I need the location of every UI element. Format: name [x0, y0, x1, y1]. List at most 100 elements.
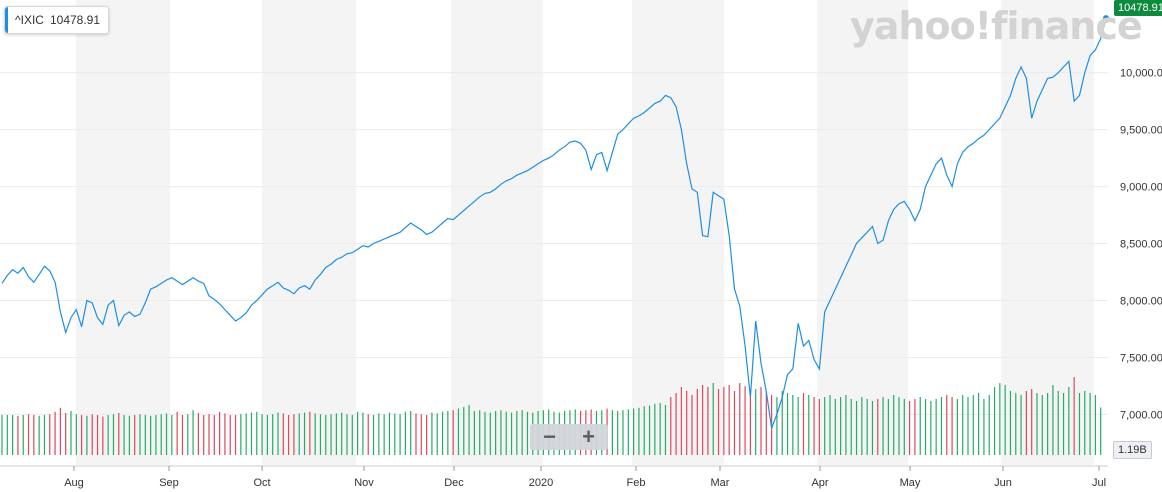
volume-bar	[399, 414, 401, 455]
price-line	[1, 17, 1107, 431]
volume-bar	[993, 387, 996, 455]
volume-bar	[86, 415, 88, 455]
volume-bar	[378, 413, 380, 455]
volume-bar	[712, 383, 714, 455]
volume-bar	[659, 403, 661, 455]
y-tick-label: 7,500.00	[1120, 352, 1162, 364]
volume-bar	[728, 385, 730, 455]
volume-bar	[1041, 395, 1043, 455]
volume-bar	[495, 411, 497, 455]
volume-bar	[717, 389, 720, 455]
volume-bar	[6, 415, 8, 455]
volume-bar	[415, 413, 417, 455]
volume-bar	[128, 415, 130, 455]
volume-bar	[309, 411, 311, 455]
volume-bar	[786, 393, 789, 455]
x-tick-label: Sep	[159, 477, 179, 489]
volume-bar	[877, 399, 879, 455]
x-tick-label: Nov	[354, 477, 374, 489]
zoom-in-button[interactable]: +	[582, 424, 595, 449]
volume-bar	[65, 413, 67, 455]
volume-bar	[410, 411, 412, 455]
zoom-out-button[interactable]: −	[543, 424, 556, 449]
volume-bar	[723, 387, 725, 455]
volume-bar	[776, 397, 778, 455]
volume-bar	[962, 395, 964, 455]
x-tick-label: Apr	[811, 477, 828, 489]
volume-bar	[468, 405, 470, 455]
volume-bar	[781, 391, 783, 455]
volume-bar	[234, 415, 237, 455]
last-price-tag: 10478.91	[1114, 0, 1162, 16]
volume-bar	[383, 414, 385, 455]
volume-bar	[351, 415, 353, 455]
y-tick-label: 9,000.00	[1120, 182, 1162, 194]
volume-bar	[102, 416, 104, 455]
volume-bar	[150, 415, 152, 455]
volume-bar	[43, 415, 46, 455]
volume-bar	[946, 395, 948, 455]
volume-bar	[617, 411, 619, 455]
volume-bar	[808, 395, 810, 455]
x-tick-label: 2020	[529, 477, 553, 489]
volume-bar	[219, 411, 221, 455]
volume-bar	[1062, 393, 1065, 455]
volume-bar	[441, 411, 444, 455]
volume-bar	[27, 414, 30, 455]
volume-bar	[176, 411, 178, 455]
x-tick-label: Jul	[1092, 477, 1106, 489]
volume-bar	[192, 410, 194, 455]
volume-bar	[134, 415, 136, 455]
volume-bar	[272, 414, 274, 455]
month-band	[451, 0, 543, 465]
x-tick-label: Mar	[711, 477, 730, 489]
volume-bar	[760, 387, 762, 455]
volume-bar	[855, 401, 858, 455]
zoom-controls: − +	[530, 424, 608, 450]
volume-bar	[489, 412, 491, 455]
volume-bar	[940, 397, 943, 455]
volume-bar	[139, 414, 141, 455]
volume-bar	[160, 414, 162, 455]
volume-bar	[909, 401, 911, 455]
volume-bar	[335, 413, 337, 455]
volume-bar	[372, 415, 375, 455]
volume-bar	[155, 415, 157, 455]
month-band	[76, 0, 170, 465]
ticker-last-value: 10478.91	[49, 13, 101, 27]
y-tick-label: 9,500.00	[1120, 125, 1162, 137]
volume-bar	[526, 411, 529, 455]
volume-bar	[91, 414, 93, 455]
volume-bar	[956, 399, 958, 455]
volume-bar	[314, 413, 316, 455]
volume-bar	[882, 397, 884, 455]
volume-bar	[887, 399, 889, 455]
volume-bar	[33, 415, 35, 455]
volume-bar	[702, 385, 704, 455]
volume-bar	[49, 414, 51, 455]
volume-bar	[197, 413, 199, 455]
volume-bar	[951, 397, 953, 455]
volume-bar	[17, 415, 19, 455]
volume-bar	[224, 413, 226, 455]
volume-bar	[266, 415, 268, 455]
volume-bar	[22, 415, 24, 455]
volume-bar	[675, 393, 677, 455]
volume-bar	[1020, 395, 1022, 455]
volume-bar	[845, 395, 847, 455]
volume-bar	[643, 406, 645, 455]
volume-bar	[1068, 387, 1070, 455]
volume-bar	[670, 397, 672, 455]
volume-bar	[1100, 407, 1102, 455]
volume-bar	[213, 415, 215, 455]
volume-bar	[404, 411, 406, 455]
volume-bar	[914, 399, 916, 455]
volume-bar	[282, 413, 284, 455]
volume-bar	[988, 395, 990, 455]
volume-bar	[229, 415, 231, 455]
ticker-badge[interactable]: ^IXIC 10478.91	[4, 6, 110, 34]
volume-bar	[171, 415, 173, 455]
volume-bar	[850, 399, 852, 455]
volume-bar	[431, 412, 433, 455]
